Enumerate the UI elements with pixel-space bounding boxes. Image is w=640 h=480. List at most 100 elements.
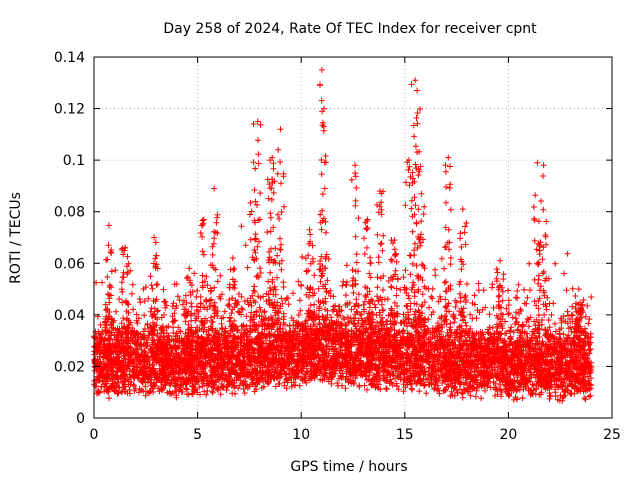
data-point	[510, 329, 517, 336]
data-point	[244, 264, 251, 271]
data-point	[383, 385, 389, 392]
data-point	[432, 266, 439, 273]
data-point	[432, 272, 439, 279]
data-point	[297, 307, 304, 314]
data-point	[372, 304, 379, 311]
data-point	[548, 311, 555, 318]
data-point	[170, 318, 177, 325]
data-point	[193, 307, 200, 314]
data-point	[569, 285, 576, 292]
data-point	[160, 286, 167, 293]
data-point	[580, 297, 587, 303]
data-point	[217, 391, 224, 398]
data-point	[438, 255, 445, 262]
data-point	[416, 388, 423, 395]
data-point	[441, 279, 448, 286]
data-point	[282, 371, 289, 377]
data-point	[513, 309, 520, 316]
data-point	[425, 335, 432, 342]
data-point	[348, 306, 355, 313]
data-point	[295, 278, 302, 285]
data-point	[586, 393, 593, 400]
data-point	[564, 308, 571, 315]
data-point	[250, 287, 257, 294]
data-point	[584, 302, 591, 309]
data-point	[196, 384, 203, 391]
data-point	[224, 382, 231, 389]
data-point	[486, 311, 493, 318]
data-point	[343, 262, 350, 269]
data-point	[512, 315, 519, 322]
data-point	[441, 265, 448, 272]
data-point	[409, 386, 416, 393]
data-point	[334, 380, 341, 387]
data-point	[211, 284, 218, 291]
data-point	[550, 300, 557, 307]
data-point	[419, 291, 426, 298]
data-point	[423, 390, 430, 397]
data-point	[393, 285, 400, 292]
data-point	[112, 267, 119, 274]
data-point	[409, 228, 416, 235]
data-point	[335, 382, 341, 389]
data-point	[113, 308, 119, 315]
data-point	[339, 282, 346, 289]
data-point	[407, 271, 414, 278]
data-point	[170, 300, 177, 307]
data-point	[286, 323, 293, 329]
data-point	[288, 315, 295, 321]
data-point	[150, 389, 157, 395]
data-point	[582, 313, 589, 320]
data-point	[552, 260, 559, 267]
data-point	[527, 287, 533, 294]
data-point	[512, 294, 519, 301]
data-point	[546, 390, 553, 396]
data-points	[91, 66, 595, 404]
data-point	[588, 294, 595, 300]
data-point	[472, 393, 479, 400]
data-point	[223, 387, 230, 393]
data-point	[267, 287, 274, 294]
data-point	[384, 296, 391, 302]
data-point	[148, 305, 155, 312]
data-point	[451, 319, 458, 326]
data-point	[290, 290, 296, 297]
data-point	[505, 311, 512, 318]
data-point	[324, 277, 331, 284]
data-point	[141, 312, 148, 319]
data-point	[242, 242, 249, 249]
data-point	[136, 296, 143, 302]
data-point	[175, 324, 182, 331]
data-point	[311, 272, 318, 279]
data-point	[464, 281, 470, 287]
data-point	[475, 287, 482, 294]
data-point	[321, 321, 328, 328]
data-point	[582, 396, 589, 403]
data-point	[585, 320, 592, 327]
data-point	[521, 286, 528, 293]
data-point	[581, 395, 588, 401]
data-point	[208, 314, 214, 321]
data-point	[141, 325, 148, 332]
data-point	[535, 305, 542, 312]
data-point	[241, 390, 248, 396]
data-point	[478, 395, 485, 402]
data-point	[343, 292, 349, 299]
data-point	[218, 380, 225, 387]
data-point	[219, 383, 226, 390]
data-point	[378, 301, 385, 308]
data-point	[131, 383, 138, 389]
data-point	[344, 314, 351, 321]
data-point	[170, 324, 177, 331]
data-point	[199, 383, 206, 390]
data-point	[505, 287, 512, 294]
data-point	[429, 285, 436, 292]
data-point	[217, 295, 224, 302]
data-point	[278, 295, 285, 302]
data-point	[569, 303, 576, 310]
data-point	[217, 272, 224, 279]
data-point	[232, 390, 239, 397]
data-point	[552, 328, 559, 335]
data-point	[509, 314, 516, 321]
data-point	[129, 281, 136, 288]
